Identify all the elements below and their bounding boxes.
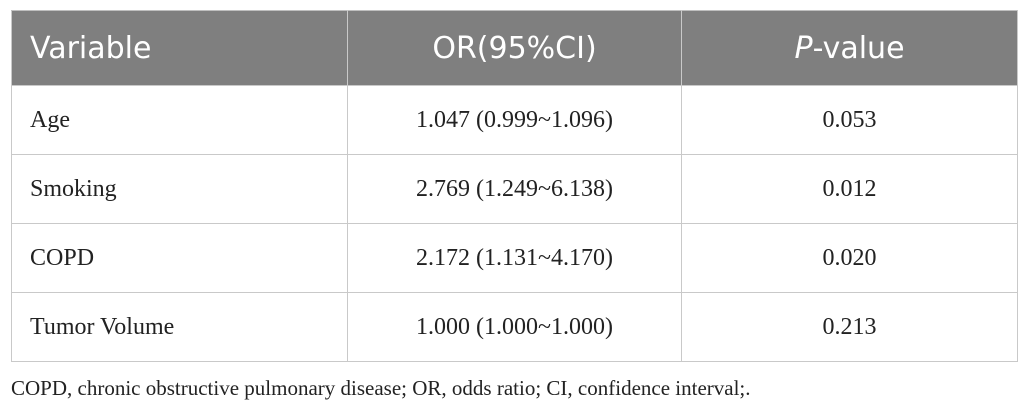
cell-p-value: 0.053	[681, 85, 1018, 155]
cell-or-ci: 1.000 (1.000~1.000)	[347, 292, 682, 362]
table-row: Age 1.047 (0.999~1.096) 0.053	[11, 85, 1018, 155]
table-body: Age 1.047 (0.999~1.096) 0.053 Smoking 2.…	[11, 85, 1018, 362]
cell-p-value: 0.020	[681, 223, 1018, 293]
header-variable: Variable	[11, 10, 348, 86]
table-row: Smoking 2.769 (1.249~6.138) 0.012	[11, 154, 1018, 224]
table-row: COPD 2.172 (1.131~4.170) 0.020	[11, 223, 1018, 293]
table-footnote: COPD, chronic obstructive pulmonary dise…	[11, 376, 751, 400]
cell-p-value: 0.213	[681, 292, 1018, 362]
cell-variable: COPD	[11, 223, 348, 293]
cell-variable: Age	[11, 85, 348, 155]
header-p-italic: P	[794, 30, 813, 66]
table-row: Tumor Volume 1.000 (1.000~1.000) 0.213	[11, 292, 1018, 362]
header-row: Variable OR(95%CI) P-value	[11, 10, 1018, 86]
results-table-container: Variable OR(95%CI) P-value Age 1.047 (0.…	[11, 10, 1018, 362]
cell-variable: Tumor Volume	[11, 292, 348, 362]
cell-or-ci: 2.172 (1.131~4.170)	[347, 223, 682, 293]
header-p-rest: -value	[812, 30, 905, 66]
header-p-value: P-value	[681, 10, 1018, 86]
cell-variable: Smoking	[11, 154, 348, 224]
cell-or-ci: 1.047 (0.999~1.096)	[347, 85, 682, 155]
results-table: Variable OR(95%CI) P-value Age 1.047 (0.…	[11, 10, 1018, 362]
cell-p-value: 0.012	[681, 154, 1018, 224]
header-or-ci: OR(95%CI)	[347, 10, 682, 86]
table-header: Variable OR(95%CI) P-value	[11, 10, 1018, 86]
cell-or-ci: 2.769 (1.249~6.138)	[347, 154, 682, 224]
